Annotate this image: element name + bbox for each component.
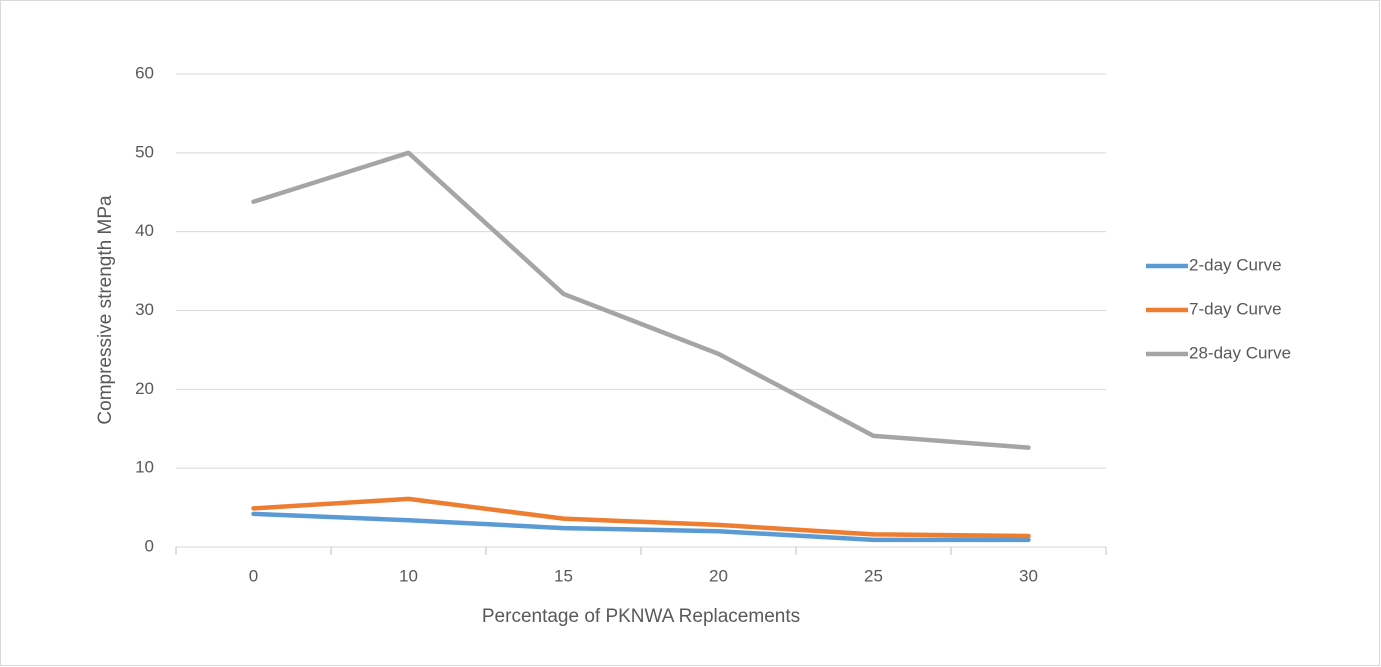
x-tick-label: 0 xyxy=(249,566,258,585)
x-tick-label: 25 xyxy=(864,566,883,585)
y-tick-label: 10 xyxy=(135,458,154,477)
series-line xyxy=(251,496,1031,539)
x-tick-label: 20 xyxy=(709,566,728,585)
y-tick-label: 40 xyxy=(135,221,154,240)
y-tick-label: 30 xyxy=(135,300,154,319)
x-axis-title: Percentage of PKNWA Replacements xyxy=(482,606,800,627)
y-tick-label: 50 xyxy=(135,142,154,161)
y-tick-label: 0 xyxy=(145,536,154,555)
legend-label: 2-day Curve xyxy=(1189,255,1282,274)
legend-label: 28-day Curve xyxy=(1189,343,1291,362)
series-line xyxy=(251,511,1031,543)
y-tick-label: 60 xyxy=(135,63,154,82)
series-line xyxy=(251,150,1031,450)
legend-label: 7-day Curve xyxy=(1189,299,1282,318)
x-tick-label: 15 xyxy=(554,566,573,585)
x-tick-label: 30 xyxy=(1019,566,1038,585)
y-tick-label: 20 xyxy=(135,379,154,398)
x-tick-label: 10 xyxy=(399,566,418,585)
y-axis-title: Compressive strength MPa xyxy=(95,195,116,425)
